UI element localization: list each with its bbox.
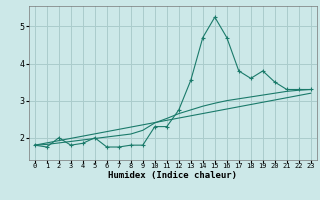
- X-axis label: Humidex (Indice chaleur): Humidex (Indice chaleur): [108, 171, 237, 180]
